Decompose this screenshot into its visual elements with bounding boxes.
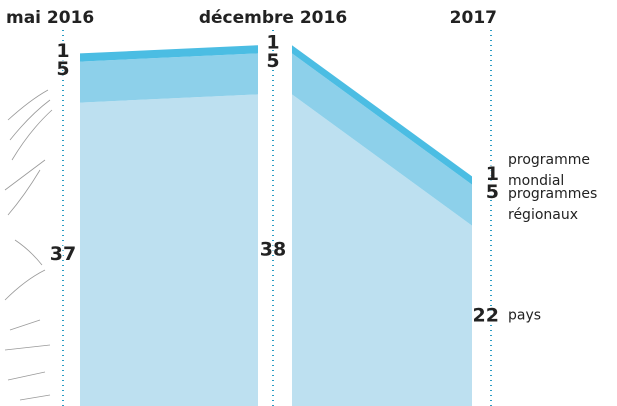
category-label: 2017 (450, 8, 497, 28)
sketch-decoration (5, 90, 52, 400)
value-label: 1 (266, 32, 279, 54)
value-label: 1 (486, 163, 499, 185)
value-label: 38 (260, 239, 286, 261)
value-label: 37 (50, 243, 76, 265)
category-label: décembre 2016 (199, 8, 347, 28)
value-label: 1 (56, 40, 69, 62)
chart: mai 2016décembre 20162017373822555111 pa… (0, 0, 617, 406)
value-label: 22 (473, 304, 499, 326)
legend-label: programme mondial (508, 150, 588, 192)
legend-label: pays (508, 305, 608, 326)
area (80, 53, 258, 102)
area (80, 94, 258, 406)
category-label: mai 2016 (6, 8, 94, 28)
